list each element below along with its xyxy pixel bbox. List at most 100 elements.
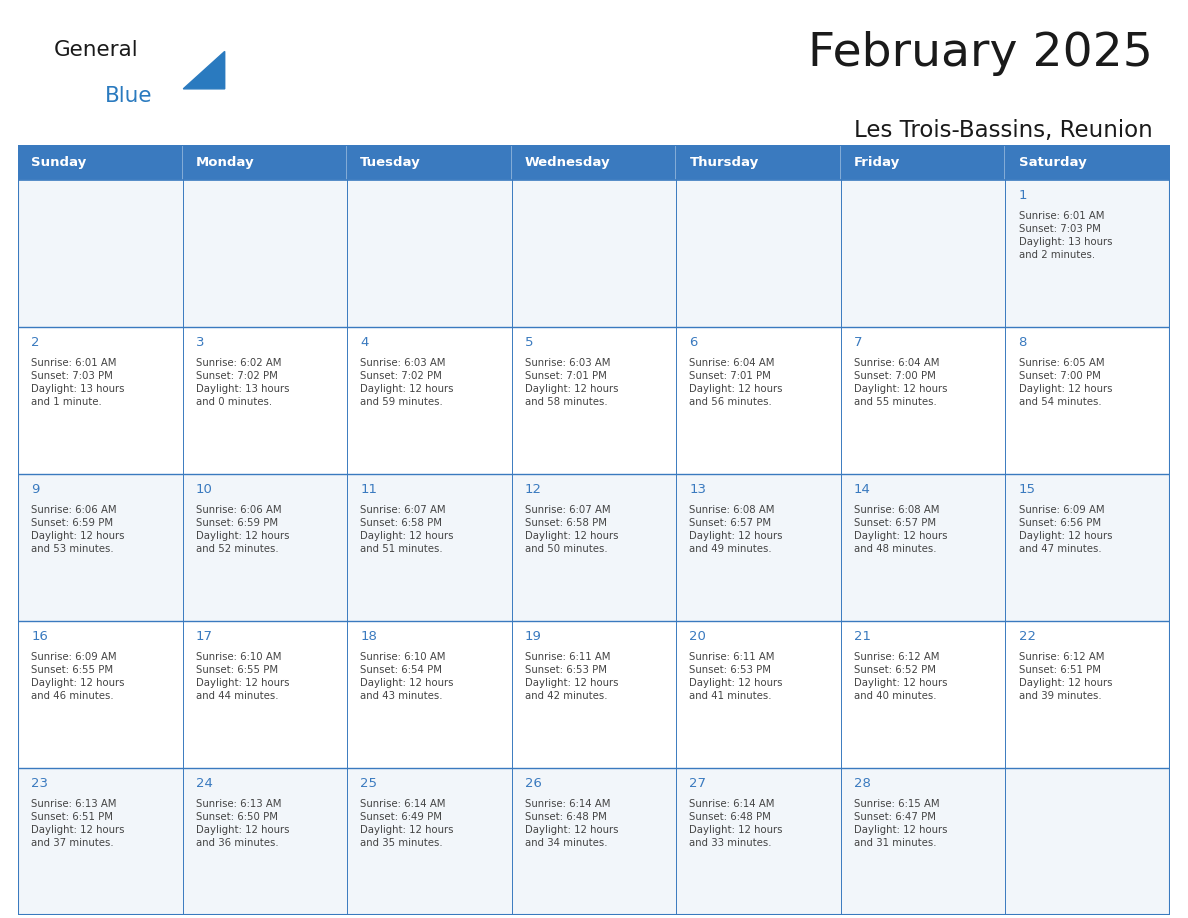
Bar xyxy=(347,768,512,915)
Bar xyxy=(1005,474,1170,621)
Bar xyxy=(676,180,841,327)
Bar xyxy=(676,768,841,915)
Text: 12: 12 xyxy=(525,483,542,496)
Text: Sunrise: 6:04 AM
Sunset: 7:00 PM
Daylight: 12 hours
and 55 minutes.: Sunrise: 6:04 AM Sunset: 7:00 PM Dayligh… xyxy=(854,358,948,407)
Text: 17: 17 xyxy=(196,630,213,643)
Text: Sunrise: 6:09 AM
Sunset: 6:56 PM
Daylight: 12 hours
and 47 minutes.: Sunrise: 6:09 AM Sunset: 6:56 PM Dayligh… xyxy=(1018,505,1112,554)
Bar xyxy=(512,474,676,621)
Text: Sunrise: 6:05 AM
Sunset: 7:00 PM
Daylight: 12 hours
and 54 minutes.: Sunrise: 6:05 AM Sunset: 7:00 PM Dayligh… xyxy=(1018,358,1112,407)
Bar xyxy=(676,621,841,768)
Text: Sunrise: 6:11 AM
Sunset: 6:53 PM
Daylight: 12 hours
and 41 minutes.: Sunrise: 6:11 AM Sunset: 6:53 PM Dayligh… xyxy=(689,652,783,701)
Bar xyxy=(18,180,183,327)
Text: Sunrise: 6:01 AM
Sunset: 7:03 PM
Daylight: 13 hours
and 1 minute.: Sunrise: 6:01 AM Sunset: 7:03 PM Dayligh… xyxy=(31,358,125,407)
Bar xyxy=(183,474,347,621)
Text: Sunrise: 6:13 AM
Sunset: 6:51 PM
Daylight: 12 hours
and 37 minutes.: Sunrise: 6:13 AM Sunset: 6:51 PM Dayligh… xyxy=(31,799,125,848)
Bar xyxy=(841,327,1005,474)
Text: Sunrise: 6:02 AM
Sunset: 7:02 PM
Daylight: 13 hours
and 0 minutes.: Sunrise: 6:02 AM Sunset: 7:02 PM Dayligh… xyxy=(196,358,289,407)
Bar xyxy=(347,474,512,621)
Text: Sunrise: 6:15 AM
Sunset: 6:47 PM
Daylight: 12 hours
and 31 minutes.: Sunrise: 6:15 AM Sunset: 6:47 PM Dayligh… xyxy=(854,799,948,848)
Bar xyxy=(18,474,183,621)
Bar xyxy=(347,327,512,474)
Text: Sunrise: 6:12 AM
Sunset: 6:52 PM
Daylight: 12 hours
and 40 minutes.: Sunrise: 6:12 AM Sunset: 6:52 PM Dayligh… xyxy=(854,652,948,701)
Text: 22: 22 xyxy=(1018,630,1036,643)
Text: Sunrise: 6:08 AM
Sunset: 6:57 PM
Daylight: 12 hours
and 49 minutes.: Sunrise: 6:08 AM Sunset: 6:57 PM Dayligh… xyxy=(689,505,783,554)
Text: Tuesday: Tuesday xyxy=(360,156,421,169)
Text: 19: 19 xyxy=(525,630,542,643)
Bar xyxy=(183,621,347,768)
Text: 2: 2 xyxy=(31,336,39,349)
Bar xyxy=(512,145,676,180)
Text: Sunrise: 6:13 AM
Sunset: 6:50 PM
Daylight: 12 hours
and 36 minutes.: Sunrise: 6:13 AM Sunset: 6:50 PM Dayligh… xyxy=(196,799,289,848)
Text: Sunrise: 6:07 AM
Sunset: 6:58 PM
Daylight: 12 hours
and 50 minutes.: Sunrise: 6:07 AM Sunset: 6:58 PM Dayligh… xyxy=(525,505,619,554)
Text: 3: 3 xyxy=(196,336,204,349)
Bar xyxy=(183,180,347,327)
Bar xyxy=(183,145,347,180)
Text: 11: 11 xyxy=(360,483,378,496)
Text: General: General xyxy=(53,40,138,61)
Bar xyxy=(676,327,841,474)
Text: 18: 18 xyxy=(360,630,377,643)
Bar xyxy=(1005,768,1170,915)
Text: Sunrise: 6:14 AM
Sunset: 6:48 PM
Daylight: 12 hours
and 33 minutes.: Sunrise: 6:14 AM Sunset: 6:48 PM Dayligh… xyxy=(689,799,783,848)
Text: 20: 20 xyxy=(689,630,707,643)
Bar xyxy=(18,768,183,915)
Bar xyxy=(347,180,512,327)
Text: 26: 26 xyxy=(525,777,542,789)
Bar xyxy=(18,327,183,474)
Text: Blue: Blue xyxy=(105,86,152,106)
Text: Sunrise: 6:01 AM
Sunset: 7:03 PM
Daylight: 13 hours
and 2 minutes.: Sunrise: 6:01 AM Sunset: 7:03 PM Dayligh… xyxy=(1018,211,1112,260)
Text: 24: 24 xyxy=(196,777,213,789)
Text: Sunrise: 6:14 AM
Sunset: 6:48 PM
Daylight: 12 hours
and 34 minutes.: Sunrise: 6:14 AM Sunset: 6:48 PM Dayligh… xyxy=(525,799,619,848)
Bar xyxy=(1005,621,1170,768)
Text: February 2025: February 2025 xyxy=(808,31,1152,76)
Text: Thursday: Thursday xyxy=(689,156,759,169)
Text: Saturday: Saturday xyxy=(1018,156,1086,169)
Bar xyxy=(841,768,1005,915)
Text: 1: 1 xyxy=(1018,189,1028,202)
Text: Monday: Monday xyxy=(196,156,254,169)
Text: Sunrise: 6:03 AM
Sunset: 7:02 PM
Daylight: 12 hours
and 59 minutes.: Sunrise: 6:03 AM Sunset: 7:02 PM Dayligh… xyxy=(360,358,454,407)
Text: Sunrise: 6:03 AM
Sunset: 7:01 PM
Daylight: 12 hours
and 58 minutes.: Sunrise: 6:03 AM Sunset: 7:01 PM Dayligh… xyxy=(525,358,619,407)
Text: 9: 9 xyxy=(31,483,39,496)
Text: 23: 23 xyxy=(31,777,49,789)
Text: Sunday: Sunday xyxy=(31,156,87,169)
Bar xyxy=(347,621,512,768)
Text: 10: 10 xyxy=(196,483,213,496)
Text: 15: 15 xyxy=(1018,483,1036,496)
Bar xyxy=(512,621,676,768)
Text: Sunrise: 6:11 AM
Sunset: 6:53 PM
Daylight: 12 hours
and 42 minutes.: Sunrise: 6:11 AM Sunset: 6:53 PM Dayligh… xyxy=(525,652,619,701)
Text: 25: 25 xyxy=(360,777,378,789)
Bar xyxy=(18,145,183,180)
Text: 21: 21 xyxy=(854,630,871,643)
Text: Friday: Friday xyxy=(854,156,901,169)
Text: Sunrise: 6:10 AM
Sunset: 6:54 PM
Daylight: 12 hours
and 43 minutes.: Sunrise: 6:10 AM Sunset: 6:54 PM Dayligh… xyxy=(360,652,454,701)
Text: 6: 6 xyxy=(689,336,697,349)
Text: Sunrise: 6:09 AM
Sunset: 6:55 PM
Daylight: 12 hours
and 46 minutes.: Sunrise: 6:09 AM Sunset: 6:55 PM Dayligh… xyxy=(31,652,125,701)
Bar xyxy=(841,145,1005,180)
Text: Sunrise: 6:06 AM
Sunset: 6:59 PM
Daylight: 12 hours
and 52 minutes.: Sunrise: 6:06 AM Sunset: 6:59 PM Dayligh… xyxy=(196,505,289,554)
Text: 27: 27 xyxy=(689,777,707,789)
Text: Sunrise: 6:10 AM
Sunset: 6:55 PM
Daylight: 12 hours
and 44 minutes.: Sunrise: 6:10 AM Sunset: 6:55 PM Dayligh… xyxy=(196,652,289,701)
Text: Sunrise: 6:14 AM
Sunset: 6:49 PM
Daylight: 12 hours
and 35 minutes.: Sunrise: 6:14 AM Sunset: 6:49 PM Dayligh… xyxy=(360,799,454,848)
Bar xyxy=(676,474,841,621)
Bar xyxy=(18,621,183,768)
Text: 7: 7 xyxy=(854,336,862,349)
Bar xyxy=(841,474,1005,621)
Bar xyxy=(1005,145,1170,180)
Text: Les Trois-Bassins, Reunion: Les Trois-Bassins, Reunion xyxy=(854,119,1152,142)
Text: Sunrise: 6:06 AM
Sunset: 6:59 PM
Daylight: 12 hours
and 53 minutes.: Sunrise: 6:06 AM Sunset: 6:59 PM Dayligh… xyxy=(31,505,125,554)
Text: 16: 16 xyxy=(31,630,48,643)
Bar xyxy=(1005,180,1170,327)
Bar xyxy=(512,327,676,474)
Text: Wednesday: Wednesday xyxy=(525,156,611,169)
Text: 28: 28 xyxy=(854,777,871,789)
Bar xyxy=(676,145,841,180)
Bar xyxy=(841,180,1005,327)
Text: 13: 13 xyxy=(689,483,707,496)
Bar xyxy=(841,621,1005,768)
Text: Sunrise: 6:12 AM
Sunset: 6:51 PM
Daylight: 12 hours
and 39 minutes.: Sunrise: 6:12 AM Sunset: 6:51 PM Dayligh… xyxy=(1018,652,1112,701)
Bar xyxy=(512,180,676,327)
Bar xyxy=(183,327,347,474)
Text: 14: 14 xyxy=(854,483,871,496)
Bar xyxy=(512,768,676,915)
